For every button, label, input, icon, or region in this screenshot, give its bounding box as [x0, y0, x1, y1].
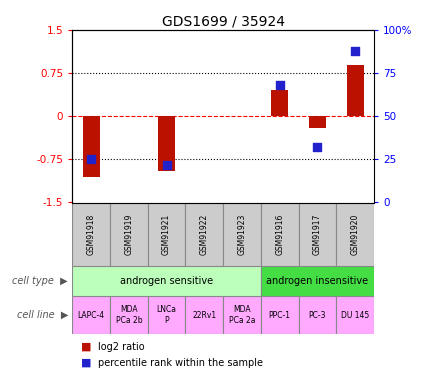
Bar: [261, 266, 374, 296]
Bar: [223, 202, 261, 266]
Text: GSM91918: GSM91918: [87, 214, 96, 255]
Point: [352, 48, 359, 54]
Text: androgen insensitive: androgen insensitive: [266, 276, 368, 286]
Bar: [72, 266, 261, 296]
Bar: [261, 296, 298, 334]
Bar: [110, 202, 148, 266]
Bar: [185, 296, 223, 334]
Bar: [72, 202, 110, 266]
Text: cell type  ▶: cell type ▶: [12, 276, 68, 286]
Text: LNCa
P: LNCa P: [156, 305, 176, 325]
Point: [163, 162, 170, 168]
Text: GSM91920: GSM91920: [351, 214, 360, 255]
Text: ■: ■: [81, 358, 91, 368]
Text: ■: ■: [81, 342, 91, 352]
Bar: [223, 296, 261, 334]
Text: PPC-1: PPC-1: [269, 310, 291, 320]
Text: 22Rv1: 22Rv1: [192, 310, 216, 320]
Point: [276, 82, 283, 88]
Text: GSM91922: GSM91922: [200, 214, 209, 255]
Point: [314, 144, 321, 150]
Text: androgen sensitive: androgen sensitive: [120, 276, 213, 286]
Text: cell line  ▶: cell line ▶: [17, 310, 68, 320]
Bar: [82, 116, 99, 177]
Bar: [309, 116, 326, 128]
Bar: [298, 296, 336, 334]
Text: GSM91923: GSM91923: [238, 214, 246, 255]
Point: [88, 156, 94, 162]
Text: GSM91916: GSM91916: [275, 214, 284, 255]
Bar: [271, 90, 288, 116]
Text: GSM91921: GSM91921: [162, 214, 171, 255]
Text: PC-3: PC-3: [309, 310, 326, 320]
Bar: [347, 64, 364, 116]
Bar: [72, 296, 110, 334]
Bar: [336, 296, 374, 334]
Bar: [261, 202, 298, 266]
Title: GDS1699 / 35924: GDS1699 / 35924: [162, 15, 285, 29]
Text: GSM91917: GSM91917: [313, 214, 322, 255]
Text: log2 ratio: log2 ratio: [98, 342, 144, 352]
Text: GSM91919: GSM91919: [125, 214, 133, 255]
Bar: [148, 296, 185, 334]
Bar: [185, 202, 223, 266]
Text: LAPC-4: LAPC-4: [77, 310, 105, 320]
Bar: [110, 296, 148, 334]
Text: percentile rank within the sample: percentile rank within the sample: [98, 358, 263, 368]
Text: DU 145: DU 145: [341, 310, 369, 320]
Text: MDA
PCa 2b: MDA PCa 2b: [116, 305, 142, 325]
Text: MDA
PCa 2a: MDA PCa 2a: [229, 305, 255, 325]
Bar: [148, 202, 185, 266]
Bar: [336, 202, 374, 266]
Bar: [158, 116, 175, 171]
Bar: [298, 202, 336, 266]
